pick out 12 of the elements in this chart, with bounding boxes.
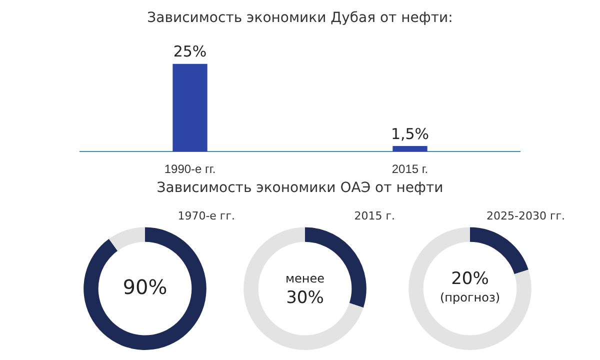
- data-label: 1,5%: [390, 124, 430, 143]
- data-label: 25%: [173, 42, 207, 61]
- chart-title: 2025-2030 гг.: [486, 209, 565, 222]
- data-label: 20%: [451, 269, 489, 290]
- text: (прогноз): [440, 290, 500, 305]
- chart-title: 1970-е гг.: [178, 209, 235, 222]
- text: менее 30%: [285, 272, 325, 308]
- x-tick-label: 1990-е гг.: [164, 162, 216, 176]
- text: Зависимость экономики ОАЭ от нефти: [156, 180, 444, 196]
- chart-title: 2015 г.: [354, 209, 395, 222]
- data-label: 90%: [122, 274, 168, 299]
- chart-title: Зависимость экономики Дубая от нефти:: [147, 10, 453, 26]
